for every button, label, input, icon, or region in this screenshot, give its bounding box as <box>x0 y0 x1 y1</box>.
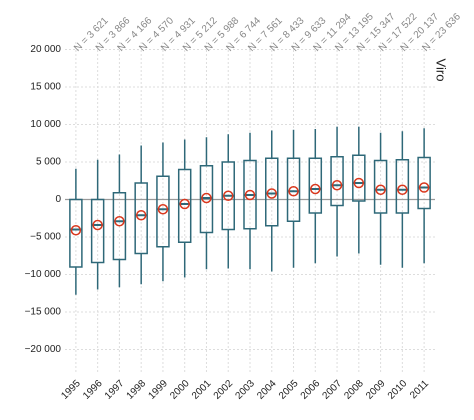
y-tick-label: 0 <box>55 194 61 205</box>
mean <box>135 210 147 221</box>
box <box>308 157 323 214</box>
x-tick-label: 2001 <box>190 378 214 402</box>
y-tick-label: 15 000 <box>30 82 61 93</box>
mean <box>70 225 82 236</box>
mean <box>288 186 299 197</box>
box <box>265 157 279 227</box>
y-tick-label: −15 000 <box>25 307 62 318</box>
x-tick-label: 2009 <box>364 378 388 402</box>
box <box>352 154 366 202</box>
box <box>373 159 388 214</box>
x-tick-label: 2007 <box>321 378 345 402</box>
box <box>69 198 83 268</box>
box <box>156 175 170 248</box>
mean <box>157 204 169 215</box>
x-tick-label: 1997 <box>103 378 127 402</box>
mean <box>201 192 212 204</box>
mean <box>222 190 234 201</box>
box <box>177 168 192 243</box>
mean <box>179 198 190 210</box>
x-tick-label: 2010 <box>386 378 410 402</box>
mean <box>353 177 365 189</box>
y-tick-label: −5 000 <box>30 232 61 243</box>
mean <box>310 183 321 195</box>
x-tick-label: 1996 <box>81 378 105 402</box>
y-tick-label: 20 000 <box>30 44 61 55</box>
box <box>417 156 431 210</box>
box <box>90 198 105 264</box>
box <box>199 165 214 234</box>
x-tick-label: 1999 <box>146 378 170 402</box>
box <box>134 182 148 255</box>
x-tick-label: 1998 <box>125 378 149 402</box>
box <box>286 157 301 222</box>
y-tick-label: −20 000 <box>25 344 62 355</box>
x-tick-label: 2008 <box>342 378 366 402</box>
box <box>112 192 127 261</box>
mean <box>418 182 430 193</box>
mean <box>244 189 256 201</box>
box <box>330 156 344 207</box>
y-tick-label: −10 000 <box>25 269 62 280</box>
x-tick-label: 2011 <box>408 378 431 401</box>
x-tick-label: 2004 <box>255 378 279 402</box>
x-tick-label: 2006 <box>299 378 323 402</box>
x-tick-label: 2000 <box>168 378 192 402</box>
mean <box>114 216 125 227</box>
box <box>395 159 410 214</box>
mean <box>375 184 386 195</box>
x-tick-label: 2005 <box>277 378 301 402</box>
mean <box>397 184 408 195</box>
x-tick-label: 2002 <box>212 378 236 402</box>
y-tick-label: 5 000 <box>36 157 61 168</box>
x-tick-label: 2003 <box>233 378 257 402</box>
mean <box>92 219 103 231</box>
mean <box>331 180 343 191</box>
x-tick-label: 1995 <box>59 378 83 402</box>
mean <box>266 188 278 199</box>
y-tick-label: 10 000 <box>30 119 61 130</box>
panel-label: Viro <box>434 59 449 82</box>
